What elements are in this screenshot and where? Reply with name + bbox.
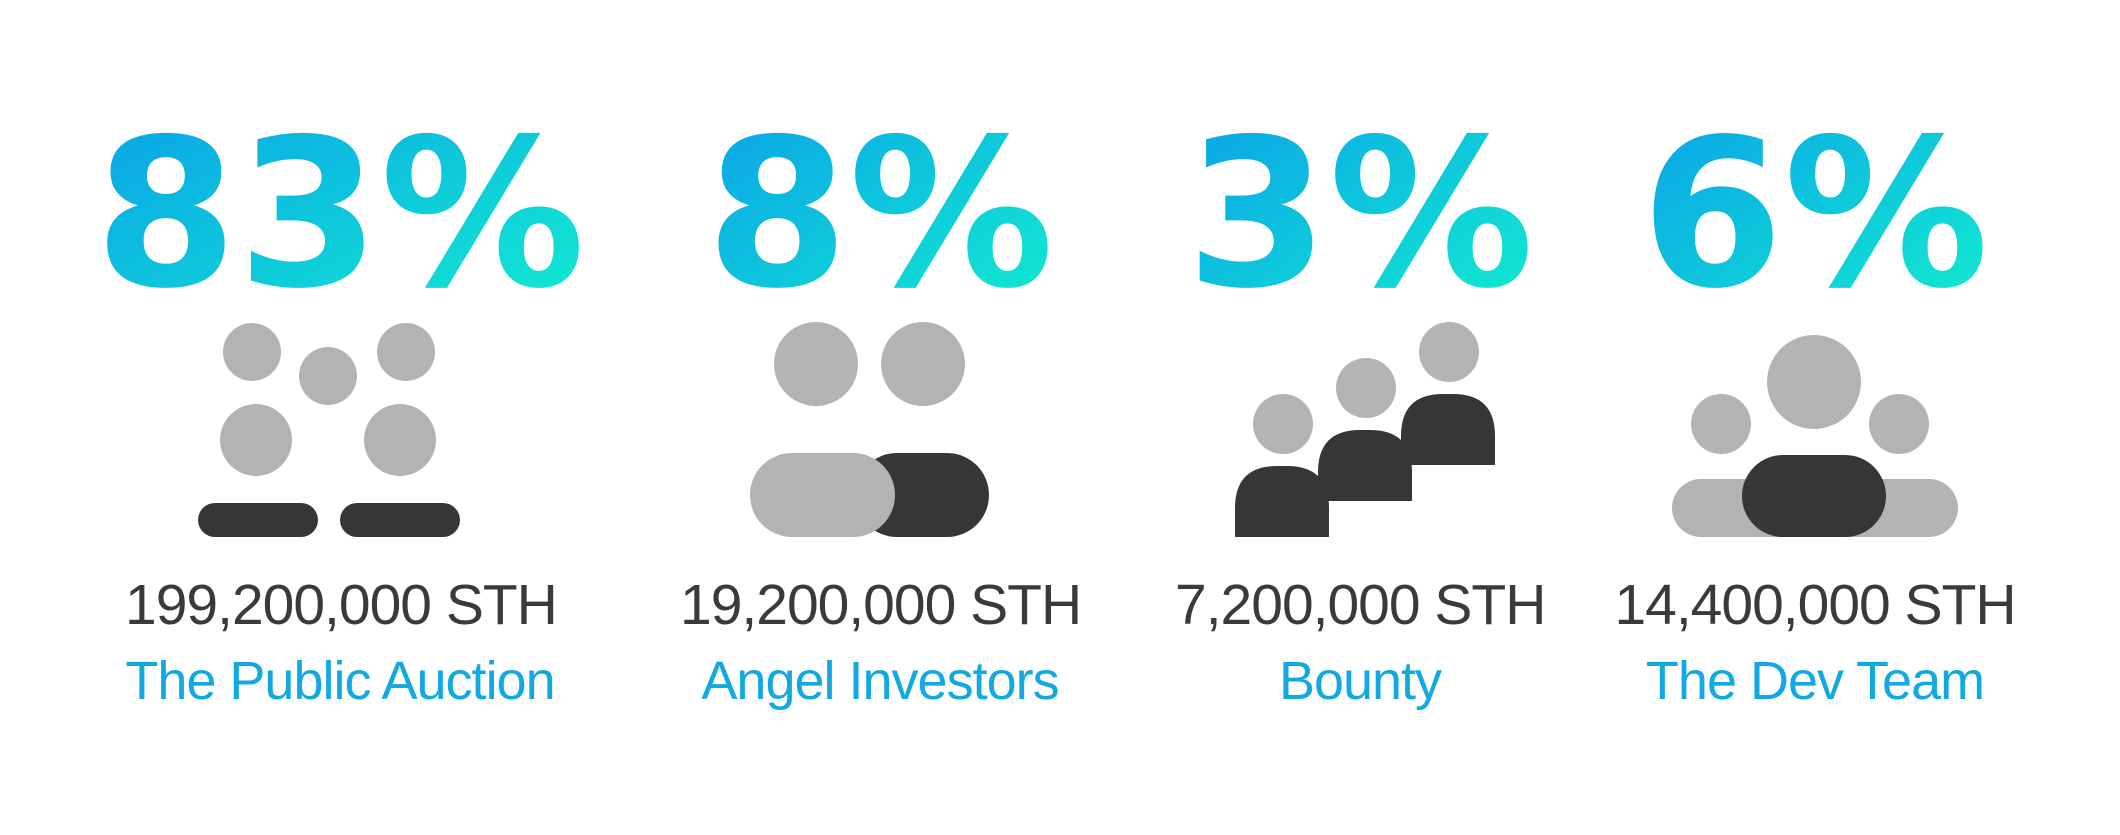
token-amount: 199,200,000 STH xyxy=(125,573,558,637)
team-icon xyxy=(1610,315,2020,545)
allocation-dev-team: 6% 14,400,000 STH The Dev Team xyxy=(1610,0,2020,835)
svg-text:83%: 83% xyxy=(95,96,586,334)
svg-text:3%: 3% xyxy=(1186,96,1534,334)
two-people-icon xyxy=(680,315,1080,545)
allocation-bounty: 3% 7,200,000 STH Bounty xyxy=(1175,0,1546,835)
three-people-steps-icon xyxy=(1175,315,1545,545)
svg-text:8%: 8% xyxy=(706,96,1054,334)
token-amount: 7,200,000 STH xyxy=(1175,573,1546,637)
svg-text:6%: 6% xyxy=(1641,96,1989,334)
allocation-label: Bounty xyxy=(1278,651,1442,711)
percent-value: 83% xyxy=(95,96,586,334)
allocation-angel-investors: 8% 19,200,000 STH Angel Investors xyxy=(680,0,1082,835)
token-amount: 14,400,000 STH xyxy=(1614,573,2016,637)
percent-value: 3% xyxy=(1175,96,1545,334)
allocation-label: Angel Investors xyxy=(701,651,1059,711)
percent-value: 6% xyxy=(1610,96,2020,334)
token-amount: 19,200,000 STH xyxy=(680,573,1082,637)
allocation-label: The Dev Team xyxy=(1645,651,1985,711)
allocation-label: The Public Auction xyxy=(125,651,555,711)
percent-value: 8% xyxy=(680,96,1080,334)
allocation-public-auction: 83% 199,200,000 STH The Public Auction xyxy=(95,0,586,835)
coins-icon xyxy=(125,315,555,545)
